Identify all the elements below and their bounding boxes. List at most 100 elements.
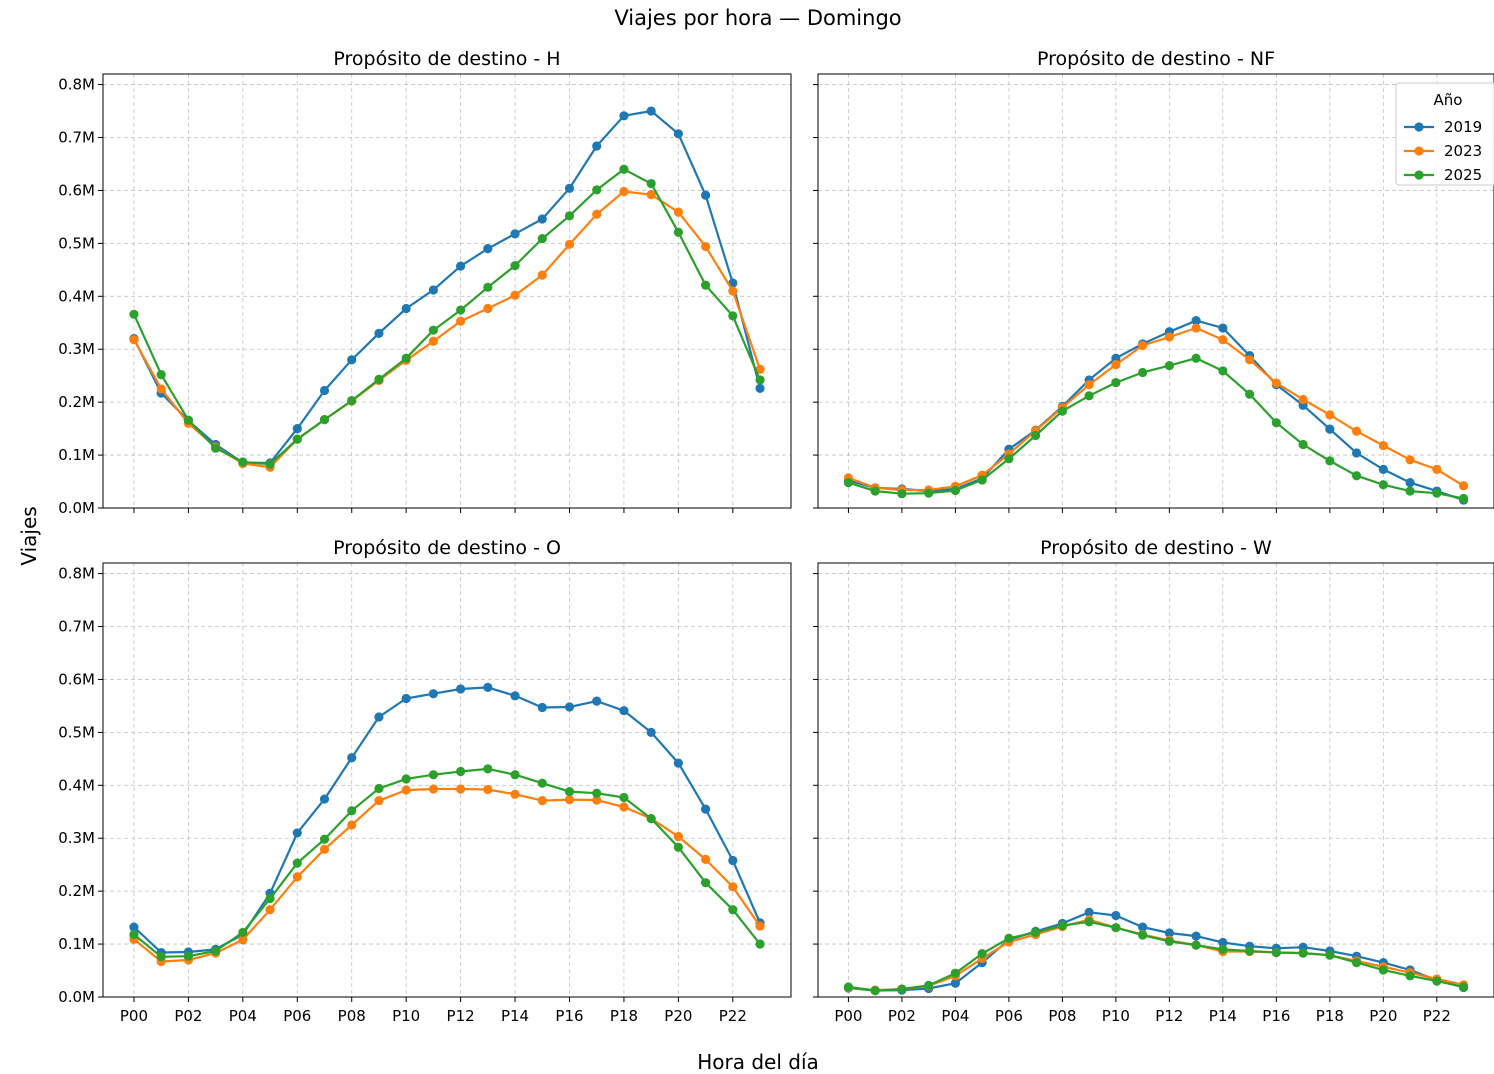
data-point <box>1111 377 1121 388</box>
y-tick-label: 0.3M <box>58 829 95 847</box>
y-tick-label: 0.6M <box>58 181 95 199</box>
data-point <box>1111 359 1121 370</box>
data-point <box>292 828 302 838</box>
panel-1: 0.0M 0.1M 0.2M 0.3M 0.4M 0.5M 0.6M 0.7M 0.8M Prop… <box>58 48 792 517</box>
x-tick-label: P12 <box>447 1007 475 1025</box>
data-point <box>1271 418 1281 428</box>
data-point <box>347 806 357 816</box>
data-point <box>319 385 330 396</box>
data-point <box>924 980 934 990</box>
data-point <box>129 922 139 932</box>
data-point <box>1164 332 1174 342</box>
series-line <box>133 109 762 465</box>
data-point <box>1138 367 1148 378</box>
data-point <box>265 459 275 469</box>
y-tick-label: 0.2M <box>58 882 95 900</box>
x-tick-label: P18 <box>1316 1007 1344 1025</box>
data-point <box>728 311 738 321</box>
series-line <box>133 767 761 958</box>
data-point <box>483 784 493 795</box>
data-point <box>401 693 411 704</box>
data-point <box>1084 917 1094 927</box>
legend-marker <box>1414 170 1424 180</box>
data-point <box>483 303 493 314</box>
series-2023 <box>129 186 765 472</box>
data-point <box>1111 910 1121 921</box>
data-point <box>347 753 357 763</box>
data-point <box>428 784 438 794</box>
data-point <box>129 309 139 319</box>
data-point <box>1218 335 1228 345</box>
y-tick-label: 0.0M <box>58 988 95 1006</box>
data-point <box>700 241 711 252</box>
data-point <box>564 702 575 712</box>
data-point <box>592 185 602 195</box>
data-point <box>1325 456 1335 466</box>
data-point <box>1245 389 1255 399</box>
data-point <box>428 285 438 295</box>
data-point <box>537 702 547 713</box>
data-point <box>401 774 411 784</box>
panel-2: Propósito de destino - NF Año 2019 2023 2025 <box>813 48 1494 513</box>
data-point <box>1138 930 1148 940</box>
data-point <box>950 968 961 978</box>
x-tick-label: P04 <box>229 1007 257 1025</box>
data-point <box>292 424 302 434</box>
data-point <box>592 209 602 219</box>
data-point <box>592 788 602 798</box>
data-point <box>347 820 357 830</box>
y-tick-label: 0.5M <box>58 723 95 741</box>
panel-3: 0.0M 0.1M 0.2M 0.3M 0.4M 0.5M 0.6M 0.7M 0.8M P00 P… <box>58 537 792 1025</box>
data-point <box>619 706 629 716</box>
data-point <box>1458 982 1469 992</box>
series-line <box>133 686 762 954</box>
data-point <box>1378 965 1388 975</box>
data-point <box>1004 933 1014 943</box>
data-point <box>238 457 248 467</box>
data-point <box>728 286 738 296</box>
data-point <box>1111 923 1121 933</box>
data-point <box>1325 424 1335 434</box>
data-point <box>510 229 520 239</box>
data-point <box>646 814 656 824</box>
data-point <box>977 949 987 959</box>
data-point <box>1084 391 1094 401</box>
data-point <box>319 794 330 804</box>
data-point <box>156 384 166 394</box>
data-point <box>483 764 493 774</box>
legend: Año 2019 2023 2025 <box>1395 82 1494 186</box>
data-point <box>183 415 194 425</box>
x-tick-label: P14 <box>501 1007 529 1025</box>
data-point <box>1432 976 1442 986</box>
data-point <box>673 129 683 139</box>
data-point <box>1218 944 1228 954</box>
series-2023 <box>843 915 1469 995</box>
data-point <box>870 486 880 496</box>
data-point <box>1458 493 1469 504</box>
data-point <box>564 183 575 193</box>
data-point <box>564 787 575 797</box>
panels: 0.0M 0.1M 0.2M 0.3M 0.4M 0.5M 0.6M 0.7M 0.8M Prop… <box>58 48 1494 1025</box>
data-point <box>1004 454 1014 464</box>
legend-title: Año <box>1434 91 1463 109</box>
data-point <box>483 244 493 254</box>
data-point <box>619 111 629 121</box>
legend-marker <box>1414 122 1424 132</box>
data-point <box>374 328 384 338</box>
data-point <box>265 893 275 904</box>
panel-title: Propósito de destino - W <box>1040 537 1272 559</box>
data-point <box>1458 481 1469 491</box>
data-point <box>843 477 854 488</box>
series-line <box>848 920 1464 992</box>
y-tick-label: 0.3M <box>58 340 95 358</box>
data-point <box>428 689 438 699</box>
y-tick-label: 0.0M <box>58 499 95 517</box>
x-tick-label: P20 <box>1369 1007 1397 1025</box>
data-point <box>537 778 547 788</box>
data-point <box>646 106 656 116</box>
data-point <box>1218 937 1228 948</box>
data-point <box>319 415 330 425</box>
y-tick-label: 0.7M <box>58 129 95 147</box>
data-point <box>755 939 765 949</box>
data-point <box>156 370 166 380</box>
